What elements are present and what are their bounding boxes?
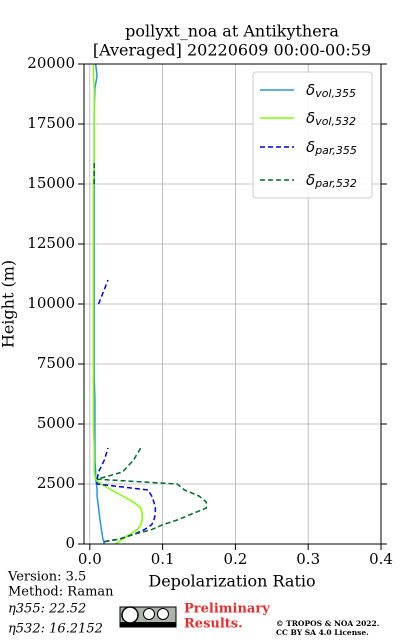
y-tick-label: 7500 (37, 354, 75, 372)
plot-frame (83, 63, 382, 545)
chart-subtitle: [Averaged] 20220609 00:00-00:59 (93, 41, 371, 60)
y-tick-label: 15000 (27, 174, 75, 192)
copyright: © TROPOS & NOA 2022. (276, 619, 379, 628)
y-tick-label: 2500 (37, 474, 75, 492)
x-tick-label: 0.2 (223, 550, 247, 568)
y-tick-label: 17500 (27, 114, 75, 132)
copyright: CC BY SA 4.0 License. (276, 628, 369, 637)
y-tick-label: 20000 (27, 54, 75, 72)
cc-logo (119, 606, 177, 628)
preliminary: Preliminary (184, 602, 270, 617)
version: Version: 3.5 (7, 570, 86, 585)
x-tick-label: 0.3 (296, 550, 320, 568)
x-axis-label: Depolarization Ratio (148, 572, 315, 591)
y-axis-label: Height (m) (0, 260, 18, 348)
eta532: η532: 16.2152 (8, 622, 103, 637)
method: Method: Raman (8, 585, 114, 600)
profile-line (94, 76, 206, 542)
preliminary: Results. (184, 617, 243, 632)
x-tick-label: 0.4 (369, 550, 393, 568)
y-tick-label: 5000 (37, 414, 75, 432)
profile-line (92, 64, 143, 545)
legend-label: δvol,355 (306, 81, 356, 101)
chart-title: pollyxt_noa at Antikythera (125, 22, 339, 41)
legend-label: δpar,355 (306, 138, 357, 158)
x-tick-label: 0.1 (151, 550, 175, 568)
legend: δvol,355 δvol,532 δpar,355 δpar,532 (252, 71, 373, 199)
y-tick-label: 0 (65, 534, 75, 552)
y-tick-label: 12500 (27, 234, 75, 252)
profile-line (97, 76, 155, 542)
y-tick-label: 10000 (27, 294, 75, 312)
eta355: η355: 22.52 (8, 602, 86, 617)
legend-label: δvol,532 (306, 109, 356, 129)
x-tick-label: 0.0 (78, 550, 102, 568)
legend-box (252, 71, 373, 199)
legend-label: δpar,532 (306, 171, 357, 191)
